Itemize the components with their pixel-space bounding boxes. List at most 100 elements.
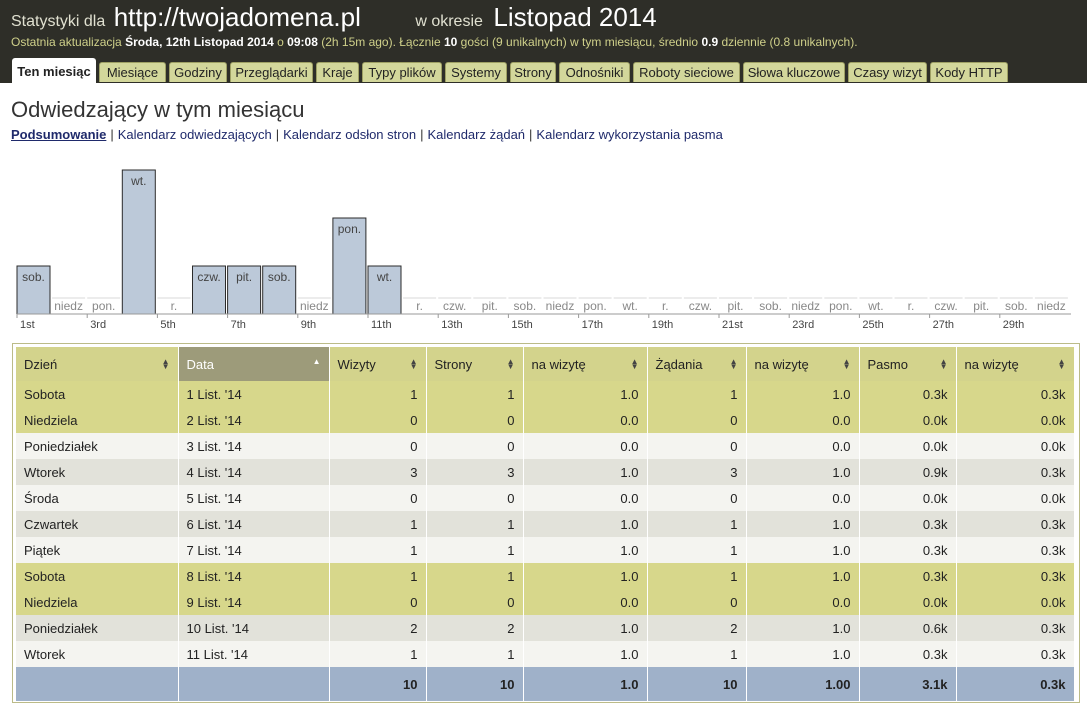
tab-3[interactable]: Godziny [169, 62, 227, 82]
col-pages-per-visit-cell: 1.0 [523, 459, 648, 485]
chart-bar [262, 265, 297, 315]
chart-axis-label: 3rd [90, 319, 106, 331]
chart-axis-label: 9th [301, 319, 316, 331]
col-bandwidth-per-visit-cell: 0.3k [956, 563, 1075, 589]
col-bandwidth-header[interactable]: Pasmo ▲ ▼ [859, 347, 957, 381]
col-requests-per-visit-cell: 0.0 [746, 407, 860, 433]
chart-day-label: pon. [92, 299, 115, 313]
chart-bar [332, 217, 367, 315]
chart-day-label: niedz [791, 299, 820, 313]
col-date-total [178, 667, 330, 701]
chart-axis-label: 25th [862, 319, 883, 331]
subnav-bandwidth-calendar[interactable]: Kalendarz wykorzystania pasma [536, 127, 723, 142]
chart-day-label: pon. [829, 299, 852, 313]
chart-day-label: niedz [546, 299, 575, 313]
col-pages-cell: 1 [426, 381, 524, 407]
col-bandwidth-per-visit-cell: 0.3k [956, 537, 1075, 563]
chart-day-label: r. [662, 299, 669, 313]
chart-day-label: pit. [973, 299, 989, 313]
col-visits-cell: 1 [329, 563, 427, 589]
col-visits-header[interactable]: Wizyty ▲ ▼ [329, 347, 427, 381]
table-row: Piątek 7 List. '14 1 1 1.0 1 1.0 0.3k 0.3k [16, 537, 1075, 563]
sort-ascending-icon: ▲ [312, 357, 321, 366]
col-pages-per-visit-header[interactable]: na wizytę ▲ ▼ [523, 347, 648, 381]
col-bandwidth-per-visit-cell: 0.3k [956, 641, 1075, 667]
col-visits-cell: 2 [329, 615, 427, 641]
col-bandwidth-cell: 0.3k [859, 511, 957, 537]
col-pages-cell: 0 [426, 589, 524, 615]
subnav-summary[interactable]: Podsumowanie [11, 127, 107, 142]
chart-day-label: wt. [622, 299, 638, 313]
col-pages-cell: 2 [426, 615, 524, 641]
tab-12[interactable]: Czasy wizyt [848, 62, 927, 82]
chart-day-label: pit. [482, 299, 498, 313]
tab-9[interactable]: Odnośniki [559, 62, 630, 82]
col-bandwidth-per-visit-cell: 0.3k [956, 459, 1075, 485]
col-day-cell: Sobota [16, 563, 179, 589]
col-requests-per-visit-cell: 1.0 [746, 615, 860, 641]
col-day-cell: Niedziela [16, 407, 179, 433]
tab-8[interactable]: Strony [510, 62, 556, 82]
chart-day-label: r. [908, 299, 915, 313]
col-date-header[interactable]: Data ▲ [178, 347, 330, 381]
col-bandwidth-cell: 0.3k [859, 563, 957, 589]
col-requests-per-visit-header[interactable]: na wizytę ▲ ▼ [746, 347, 860, 381]
col-pages-cell: 3 [426, 459, 524, 485]
tab-11[interactable]: Słowa kluczowe [743, 62, 845, 82]
col-bandwidth-cell: 0.0k [859, 485, 957, 511]
col-pages-per-visit-cell: 0.0 [523, 589, 648, 615]
col-requests-per-visit-cell: 1.0 [746, 641, 860, 667]
col-bandwidth-per-visit-cell: 0.0k [956, 407, 1075, 433]
page-title: Odwiedzający w tym miesiącu [11, 97, 305, 122]
chart-day-label: niedz [1037, 299, 1066, 313]
chart-axis-label: 27th [933, 319, 954, 331]
chart-day-label: sob. [759, 299, 782, 313]
col-requests-per-visit-cell: 1.0 [746, 511, 860, 537]
col-pages-per-visit-cell: 1.0 [523, 381, 648, 407]
col-date-cell: 8 List. '14 [178, 563, 330, 589]
chart-day-label: pon. [583, 299, 606, 313]
col-pages-total: 10 [426, 667, 524, 701]
col-pages-header[interactable]: Strony ▲ ▼ [426, 347, 524, 381]
tab-2[interactable]: Miesiące [99, 62, 166, 82]
col-requests-cell: 1 [647, 563, 747, 589]
tab-5[interactable]: Kraje [316, 62, 359, 82]
tab-10[interactable]: Roboty sieciowe [633, 62, 740, 82]
column-label: Data [186, 356, 214, 372]
col-bandwidth-per-visit-header[interactable]: na wizytę ▲ ▼ [956, 347, 1075, 381]
col-day-cell: Sobota [16, 381, 179, 407]
chart-day-label: pit. [727, 299, 743, 313]
tab-4[interactable]: Przeglądarki [230, 62, 313, 82]
col-visits-cell: 1 [329, 511, 427, 537]
col-pages-per-visit-cell: 1.0 [523, 641, 648, 667]
tab-13[interactable]: Kody HTTP [930, 62, 1008, 82]
col-requests-per-visit-cell: 0.0 [746, 433, 860, 459]
subnav-request-calendar[interactable]: Kalendarz żądań [427, 127, 526, 142]
col-requests-header[interactable]: Żądania ▲ ▼ [647, 347, 747, 381]
col-requests-cell: 1 [647, 511, 747, 537]
col-bandwidth-cell: 0.9k [859, 459, 957, 485]
separator: | [110, 127, 114, 142]
col-day-cell: Środa [16, 485, 179, 511]
table-row: Niedziela 9 List. '14 0 0 0.0 0 0.0 0.0k 0.0k [16, 589, 1075, 615]
col-day-cell: Wtorek [16, 641, 179, 667]
tab-1[interactable]: Ten miesiąc [12, 58, 96, 83]
col-day-cell: Poniedziałek [16, 615, 179, 641]
col-date-cell: 7 List. '14 [178, 537, 330, 563]
table-row: Środa 5 List. '14 0 0 0.0 0 0.0 0.0k 0.0k [16, 485, 1075, 511]
sort-icon: ▲ ▼ [842, 357, 851, 371]
tab-6[interactable]: Typy plików [362, 62, 442, 82]
col-pages-cell: 1 [426, 537, 524, 563]
table-row: Sobota 8 List. '14 1 1 1.0 1 1.0 0.3k 0.3k [16, 563, 1075, 589]
subnav-pageview-calendar[interactable]: Kalendarz odsłon stron [283, 127, 417, 142]
tab-7[interactable]: Systemy [445, 62, 507, 82]
chart-bar [121, 169, 156, 315]
period-label: w okresie [415, 13, 483, 30]
chart-axis-label: 11th [371, 319, 392, 331]
subnav-visitor-calendar[interactable]: Kalendarz odwiedzających [117, 127, 272, 142]
col-day-header[interactable]: Dzień ▲ ▼ [16, 347, 179, 381]
col-pages-per-visit-total: 1.0 [523, 667, 648, 701]
col-requests-cell: 1 [647, 381, 747, 407]
chart-day-label: wt. [376, 270, 392, 284]
col-pages-per-visit-cell: 0.0 [523, 433, 648, 459]
